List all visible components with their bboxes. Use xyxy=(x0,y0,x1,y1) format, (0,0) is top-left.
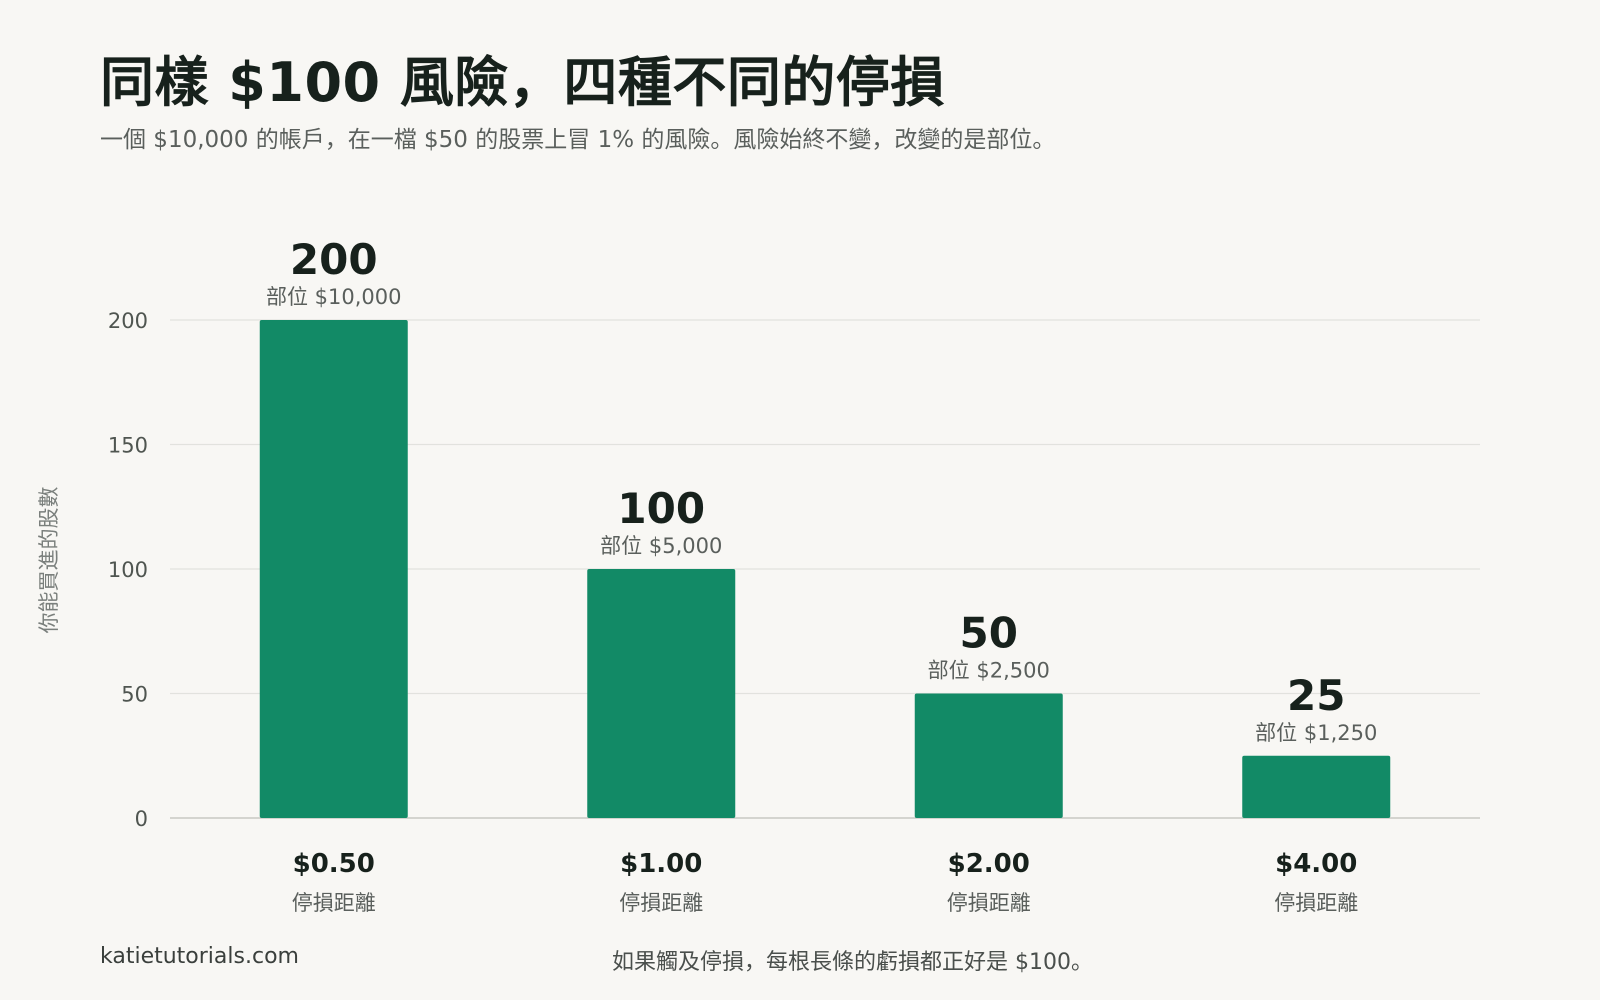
bar-position-label: 部位 $2,500 xyxy=(928,659,1050,683)
page-title: 同樣 $100 風險，四種不同的停損 xyxy=(100,51,945,114)
x-tick-label: $4.00 xyxy=(1275,849,1357,879)
y-axis-ticks: 0 50 100 150 200 xyxy=(108,309,148,831)
y-tick-label: 50 xyxy=(121,683,148,707)
footer-note: 如果觸及停損，每根長條的虧損都正好是 $100。 xyxy=(612,950,1093,975)
x-tick-label: $2.00 xyxy=(948,849,1030,879)
y-tick-label: 200 xyxy=(108,309,148,333)
x-axis-ticks: $0.50 停損距離 $1.00 停損距離 $2.00 停損距離 $4.00 停損距離 xyxy=(292,849,1359,915)
y-tick-label: 100 xyxy=(108,558,148,582)
page-subtitle: 一個 $10,000 的帳戶，在一檔 $50 的股票上冒 1% 的風險。風險始終… xyxy=(100,127,1056,153)
bars xyxy=(259,320,1391,818)
y-tick-label: 0 xyxy=(135,807,148,831)
bar-value-label: 200 xyxy=(290,235,378,284)
bar xyxy=(1242,755,1391,818)
x-tick-sublabel: 停損距離 xyxy=(292,891,376,915)
bar-value-label: 25 xyxy=(1287,671,1345,720)
bar xyxy=(914,693,1063,818)
source-credit: katietutorials.com xyxy=(100,944,299,969)
bar-position-label: 部位 $5,000 xyxy=(600,534,722,558)
x-tick-sublabel: 停損距離 xyxy=(947,891,1031,915)
x-tick-label: $1.00 xyxy=(620,849,702,879)
bar xyxy=(259,320,408,818)
y-axis-label-group: 你能買進的股數 xyxy=(37,487,61,634)
x-tick-sublabel: 停損距離 xyxy=(619,891,703,915)
bar-position-label: 部位 $1,250 xyxy=(1255,721,1377,745)
y-tick-label: 150 xyxy=(108,434,148,458)
bar-position-label: 部位 $10,000 xyxy=(266,285,402,309)
bar-value-label: 100 xyxy=(617,484,705,533)
y-axis-label: 你能買進的股數 xyxy=(37,487,61,634)
bar-value-label: 50 xyxy=(960,609,1018,658)
x-tick-label: $0.50 xyxy=(293,849,375,879)
x-tick-sublabel: 停損距離 xyxy=(1274,891,1358,915)
bar xyxy=(587,569,736,818)
